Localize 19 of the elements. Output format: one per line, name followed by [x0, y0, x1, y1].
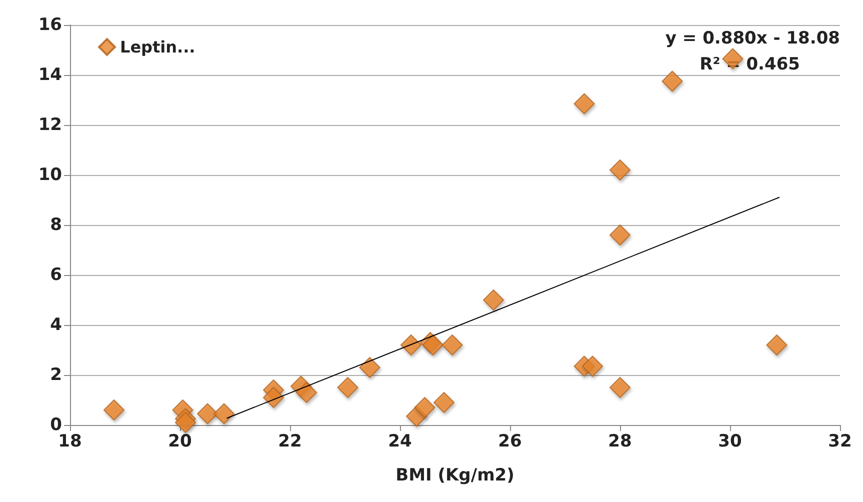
y-tick-label: 12 [38, 115, 62, 135]
x-tick-label: 22 [278, 432, 302, 452]
y-tick-label: 10 [38, 165, 62, 185]
legend-label: Leptin... [120, 38, 196, 56]
y-tick-label: 14 [38, 65, 62, 85]
x-tick-label: 28 [608, 432, 632, 452]
y-tick-label: 6 [50, 265, 62, 285]
x-axis-title: BMI (Kg/m2) [396, 466, 514, 486]
y-tick-label: 16 [38, 15, 62, 35]
y-tick-label: 4 [50, 315, 62, 335]
x-tick-label: 24 [388, 432, 412, 452]
annotation: y = 0.880x - 18.08 [665, 28, 840, 48]
x-tick-label: 26 [498, 432, 522, 452]
annotation: R² = 0.465 [700, 54, 800, 74]
x-tick-label: 30 [718, 432, 742, 452]
x-tick-label: 20 [168, 432, 192, 452]
y-tick-label: 8 [50, 215, 62, 235]
y-tick-label: 2 [50, 365, 62, 385]
x-tick-label: 32 [828, 432, 852, 452]
